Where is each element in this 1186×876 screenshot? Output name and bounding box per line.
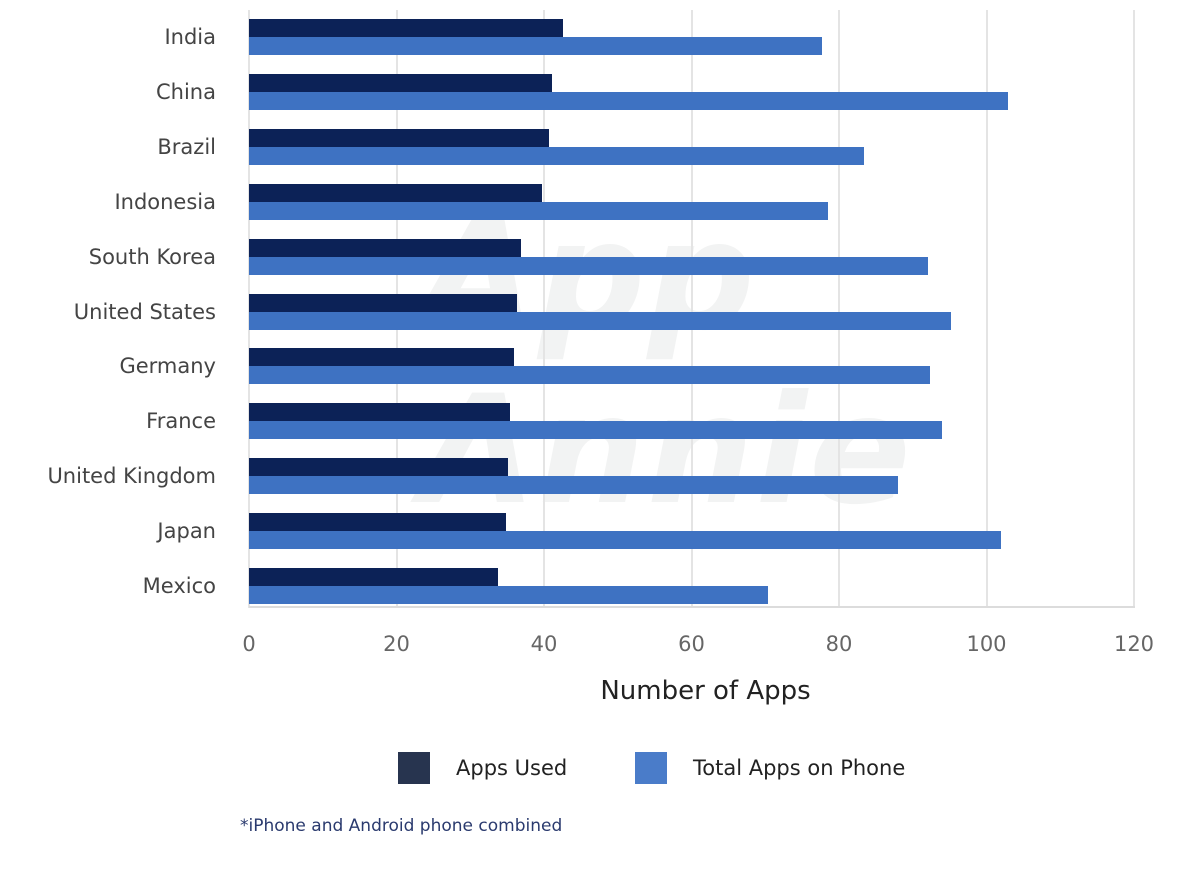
category-label: Indonesia	[114, 189, 216, 214]
category-label: France	[146, 409, 216, 434]
bar-total-apps	[249, 91, 1008, 110]
category-label: United States	[73, 299, 216, 324]
bar-total-apps	[249, 37, 823, 55]
bar-total-apps	[249, 476, 898, 495]
bar-apps-used	[249, 128, 550, 147]
bar-apps-used	[249, 403, 511, 422]
legend-item-total-apps: Total Apps on Phone	[635, 752, 905, 784]
footnote: *iPhone and Android phone combined	[240, 816, 563, 836]
category-label: China	[156, 79, 216, 104]
bar-apps-used	[249, 183, 542, 202]
legend-label: Total Apps on Phone	[693, 756, 906, 780]
bar-apps-used	[249, 238, 522, 257]
x-axis-label: Number of Apps	[600, 676, 811, 706]
gridline	[838, 10, 840, 608]
category-label: Brazil	[157, 134, 216, 159]
legend-swatch-total-apps	[635, 752, 667, 784]
bar-apps-used	[249, 458, 508, 477]
bar-apps-used	[249, 73, 553, 92]
bar-apps-used	[249, 293, 517, 312]
legend-label: Apps Used	[456, 756, 568, 780]
bar-apps-used	[249, 568, 499, 586]
category-label: Mexico	[142, 574, 216, 598]
bar-total-apps	[249, 366, 930, 385]
bar-total-apps	[249, 311, 952, 330]
category-label: Japan	[157, 519, 216, 544]
x-tick-label: 40	[530, 632, 558, 656]
category-label: India	[164, 25, 216, 49]
x-axis-line	[249, 606, 1135, 608]
x-tick-label: 80	[825, 632, 853, 656]
x-tick-label: 60	[678, 632, 705, 656]
bar-apps-used	[249, 19, 564, 37]
gridline	[543, 10, 545, 608]
bar-apps-used	[249, 513, 506, 532]
bar-total-apps	[249, 146, 865, 165]
category-label: Germany	[119, 354, 216, 379]
bar-apps-used	[249, 348, 514, 367]
gridline	[985, 10, 988, 608]
bar-total-apps	[249, 586, 769, 604]
x-tick-label: 0	[242, 632, 256, 656]
bar-total-apps	[249, 531, 1002, 550]
legend-item-apps-used: Apps Used	[398, 752, 567, 784]
bar-total-apps	[249, 256, 929, 275]
category-label: South Korea	[88, 244, 216, 269]
gridline	[690, 10, 693, 608]
gridline	[1133, 10, 1135, 608]
bar-total-apps	[249, 421, 943, 440]
x-tick-label: 120	[1113, 632, 1155, 656]
bar-total-apps	[249, 201, 828, 220]
category-label: United Kingdom	[47, 464, 216, 489]
x-tick-label: 20	[383, 632, 410, 656]
legend-swatch-apps-used	[398, 752, 430, 784]
x-tick-label: 100	[966, 632, 1007, 656]
